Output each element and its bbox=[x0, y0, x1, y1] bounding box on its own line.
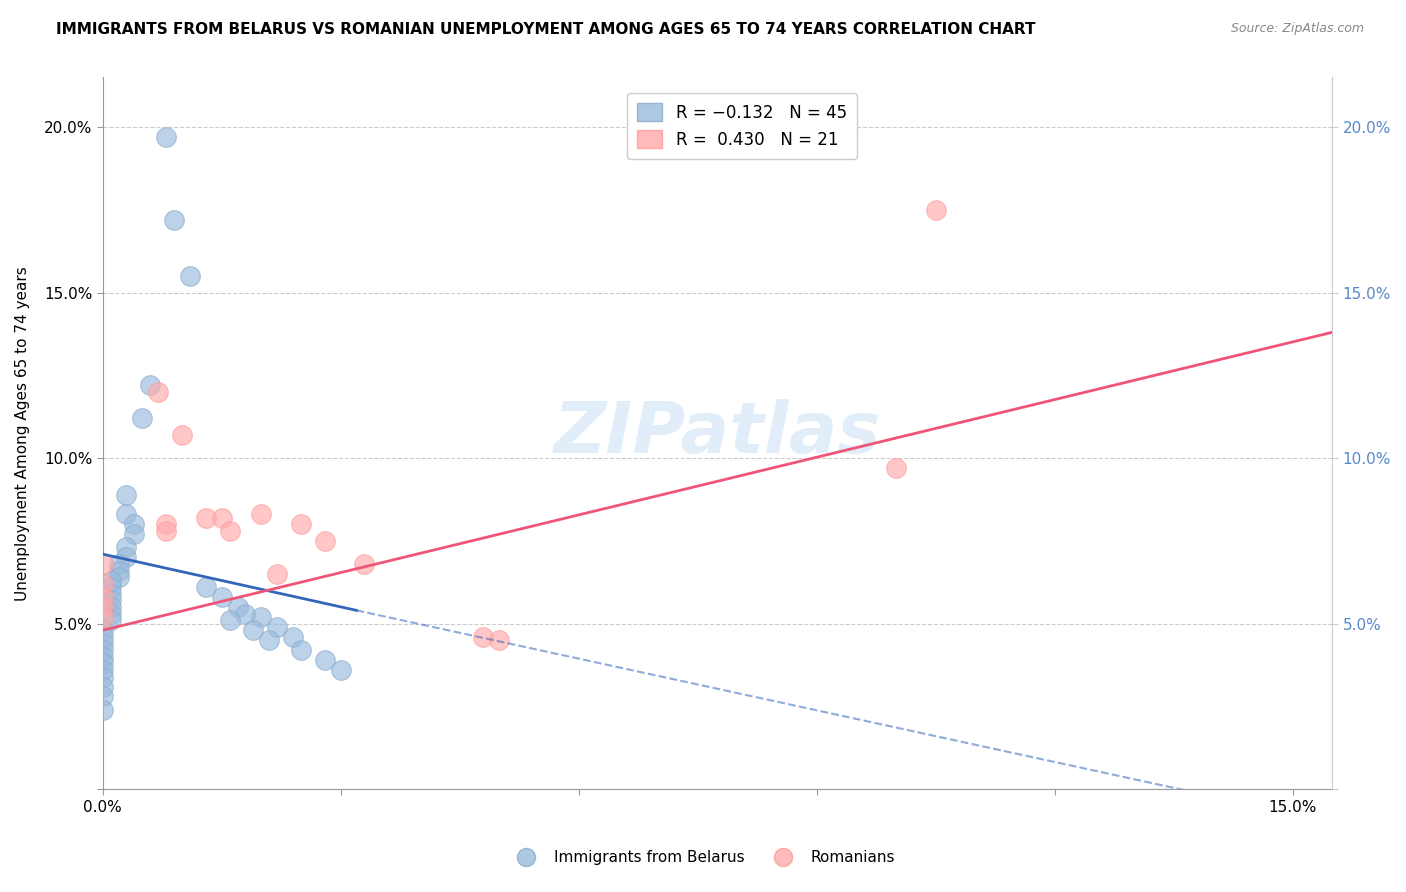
Point bbox=[91, 630, 114, 644]
Point bbox=[194, 510, 217, 524]
Point bbox=[100, 587, 122, 601]
Point bbox=[148, 384, 170, 399]
Point bbox=[155, 524, 177, 538]
Point bbox=[107, 570, 129, 584]
Point bbox=[91, 690, 114, 704]
Point bbox=[290, 517, 312, 532]
Point bbox=[91, 649, 114, 664]
Point bbox=[115, 550, 138, 565]
Point bbox=[314, 533, 336, 548]
Point bbox=[194, 580, 217, 594]
Point bbox=[290, 643, 312, 657]
Point bbox=[124, 517, 146, 532]
Point bbox=[91, 590, 114, 604]
Point bbox=[163, 212, 186, 227]
Point bbox=[91, 557, 114, 571]
Point bbox=[91, 663, 114, 677]
Point bbox=[91, 600, 114, 615]
Point bbox=[100, 574, 122, 588]
Point bbox=[488, 633, 510, 648]
Point bbox=[211, 590, 233, 604]
Point bbox=[242, 624, 264, 638]
Point bbox=[314, 653, 336, 667]
Point bbox=[107, 557, 129, 571]
Point bbox=[170, 428, 193, 442]
Point bbox=[266, 566, 288, 581]
Point bbox=[91, 670, 114, 684]
Point bbox=[218, 524, 240, 538]
Point bbox=[91, 657, 114, 671]
Point bbox=[259, 633, 281, 648]
Text: Source: ZipAtlas.com: Source: ZipAtlas.com bbox=[1230, 22, 1364, 36]
Point bbox=[155, 130, 177, 145]
Point bbox=[884, 461, 907, 475]
Point bbox=[139, 378, 162, 392]
Point bbox=[472, 630, 495, 644]
Point bbox=[100, 600, 122, 615]
Y-axis label: Unemployment Among Ages 65 to 74 years: Unemployment Among Ages 65 to 74 years bbox=[15, 266, 30, 600]
Point bbox=[211, 510, 233, 524]
Legend: R = −0.132   N = 45, R =  0.430   N = 21: R = −0.132 N = 45, R = 0.430 N = 21 bbox=[627, 93, 856, 159]
Point bbox=[91, 680, 114, 694]
Point bbox=[107, 564, 129, 578]
Point bbox=[250, 610, 273, 624]
Point bbox=[179, 268, 201, 283]
Point bbox=[266, 620, 288, 634]
Text: IMMIGRANTS FROM BELARUS VS ROMANIAN UNEMPLOYMENT AMONG AGES 65 TO 74 YEARS CORRE: IMMIGRANTS FROM BELARUS VS ROMANIAN UNEM… bbox=[56, 22, 1036, 37]
Point bbox=[218, 613, 240, 627]
Point bbox=[115, 508, 138, 522]
Point bbox=[226, 600, 249, 615]
Point bbox=[91, 703, 114, 717]
Point bbox=[924, 202, 946, 217]
Point bbox=[131, 411, 153, 425]
Point bbox=[235, 607, 257, 621]
Point bbox=[353, 557, 375, 571]
Point bbox=[100, 580, 122, 594]
Point bbox=[91, 624, 114, 638]
Point bbox=[100, 607, 122, 621]
Point bbox=[91, 636, 114, 650]
Point bbox=[115, 541, 138, 555]
Text: ZIPatlas: ZIPatlas bbox=[554, 399, 882, 467]
Point bbox=[100, 593, 122, 607]
Point bbox=[91, 643, 114, 657]
Point bbox=[281, 630, 304, 644]
Point bbox=[124, 527, 146, 541]
Point bbox=[155, 517, 177, 532]
Point bbox=[100, 613, 122, 627]
Point bbox=[91, 577, 114, 591]
Point bbox=[329, 663, 352, 677]
Point bbox=[91, 610, 114, 624]
Point bbox=[115, 487, 138, 501]
Point bbox=[250, 508, 273, 522]
Legend: Immigrants from Belarus, Romanians: Immigrants from Belarus, Romanians bbox=[505, 844, 901, 871]
